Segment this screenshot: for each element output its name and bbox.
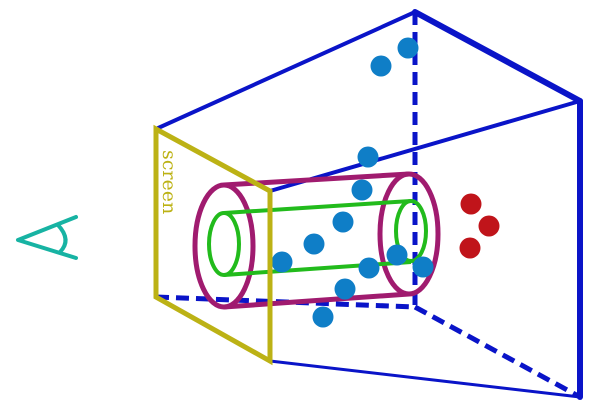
blue-point	[370, 55, 392, 77]
frustum-top-left-edge	[154, 10, 417, 131]
red-point	[459, 237, 481, 259]
blue-point	[397, 37, 419, 59]
frustum-top-right-edge	[268, 99, 582, 193]
frustum-visible-edges	[154, 9, 583, 400]
inner-cylinder-bottom-edge	[223, 260, 412, 277]
frustum-top-back-edge	[412, 9, 583, 104]
red-point	[460, 193, 482, 215]
inner-cylinder-top-edge	[223, 199, 412, 215]
outer-cylinder-far-cap	[377, 171, 441, 297]
frustum-bottom-edge	[268, 359, 582, 399]
eye-icon	[16, 215, 78, 260]
blue-point	[332, 211, 354, 233]
red-points	[459, 193, 500, 259]
blue-point	[312, 306, 334, 328]
inner-cylinder	[207, 199, 428, 277]
blue-points-front	[271, 211, 434, 328]
outer-cylinder-bottom-edge	[223, 291, 410, 310]
screen-outline	[153, 124, 273, 366]
blue-point	[386, 244, 408, 266]
screen-label: screen	[158, 150, 180, 214]
inner-cylinder-near-cap	[207, 211, 241, 277]
outer-cylinder	[192, 171, 441, 310]
blue-point	[351, 179, 373, 201]
inner-cylinder-far-cap	[394, 199, 428, 263]
blue-point	[303, 233, 325, 255]
blue-point	[358, 257, 380, 279]
blue-point	[271, 251, 293, 273]
red-point	[478, 215, 500, 237]
blue-point	[357, 146, 379, 168]
blue-point	[334, 278, 356, 300]
blue-points-back	[351, 37, 419, 201]
blue-point	[412, 256, 434, 278]
frustum-floor-far-edge	[413, 304, 582, 400]
outer-cylinder-near-cap	[192, 182, 256, 310]
screen-plane: screen	[153, 124, 273, 366]
